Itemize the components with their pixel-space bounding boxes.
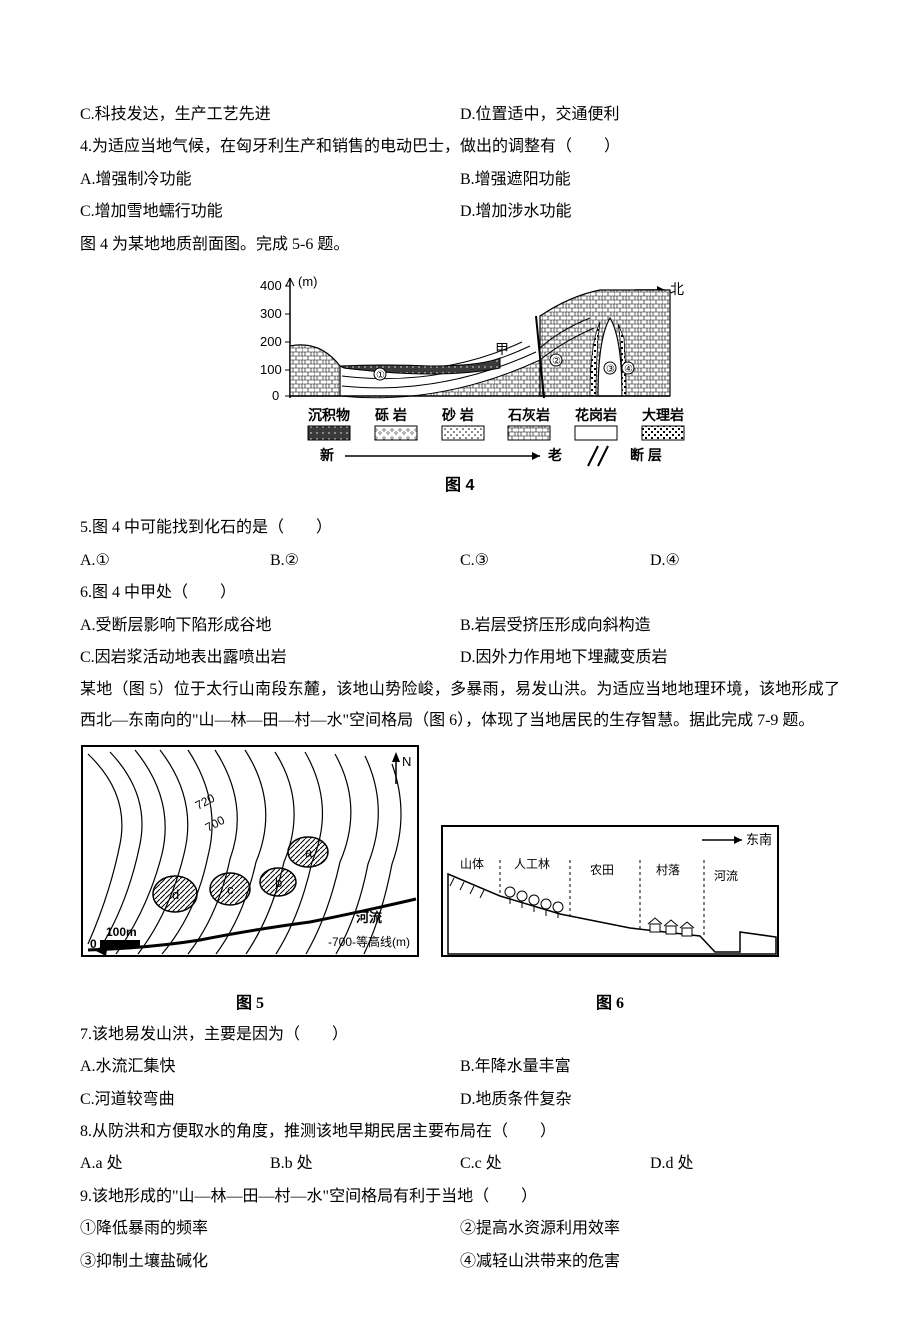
figure-6-svg: 东南: [440, 824, 780, 974]
q7-options-cd: C.河道较弯曲 D.地质条件复杂: [80, 1085, 840, 1115]
q3-opt-c: C.科技发达，生产工艺先进: [80, 100, 460, 130]
q5-opt-b: B.②: [270, 546, 460, 576]
fig4-tick-400: 400: [260, 278, 282, 293]
fig4-lg-limestone: 石灰岩: [507, 407, 550, 423]
fig5-scale: 100m: [106, 925, 137, 939]
fig4-circ-3: ③: [606, 364, 615, 375]
q9-i4: ④减轻山洪带来的危害: [460, 1247, 840, 1277]
q8-opt-b: B.b 处: [270, 1149, 460, 1179]
q6-options-ab: A.受断层影响下陷形成谷地 B.岩层受挤压形成向斜构造: [80, 611, 840, 641]
fig4-circ-4: ④: [624, 364, 633, 375]
fig5-pt-d: d: [172, 887, 179, 902]
q9-i3: ③抑制土壤盐碱化: [80, 1247, 460, 1277]
q6-opt-a: A.受断层影响下陷形成谷地: [80, 611, 460, 641]
q5-opt-a: A.①: [80, 546, 270, 576]
fig5-pt-a: a: [305, 845, 313, 860]
q7-options-ab: A.水流汇集快 B.年降水量丰富: [80, 1052, 840, 1082]
q5-options: A.① B.② C.③ D.④: [80, 546, 840, 576]
q5-opt-c: C.③: [460, 546, 650, 576]
fig4-north: 北: [670, 281, 684, 297]
q4-opt-c: C.增加雪地蠕行功能: [80, 197, 460, 227]
q4-opt-b: B.增强遮阳功能: [460, 165, 840, 195]
q9-i2: ②提高水资源利用效率: [460, 1214, 840, 1244]
fig6-caption: 图 6: [440, 989, 780, 1019]
q6-opt-d: D.因外力作用地下埋藏变质岩: [460, 643, 840, 673]
figure-6: 东南: [440, 824, 780, 1020]
fig6-l5: 河流: [714, 869, 738, 883]
fig4-y-unit: (m): [298, 274, 318, 289]
q9-stem: 9.该地形成的"山—林—田—村—水"空间格局有利于当地（ ）: [80, 1182, 840, 1212]
q7-opt-c: C.河道较弯曲: [80, 1085, 460, 1115]
fig4-fault: 断 层: [630, 447, 662, 463]
q4-options-cd: C.增加雪地蠕行功能 D.增加涉水功能: [80, 197, 840, 227]
passage-5-6: 图 4 为某地地质剖面图。完成 5-6 题。: [80, 230, 840, 260]
q4-options-ab: A.增强制冷功能 B.增强遮阳功能: [80, 165, 840, 195]
figure-5: N 720 700: [80, 744, 420, 1020]
fig5-north: N: [402, 754, 411, 769]
fig4-circ-1: ①: [376, 370, 385, 381]
q6-opt-b: B.岩层受挤压形成向斜构造: [460, 611, 840, 641]
q4-opt-a: A.增强制冷功能: [80, 165, 460, 195]
q7-opt-b: B.年降水量丰富: [460, 1052, 840, 1082]
q3-opt-d: D.位置适中，交通便利: [460, 100, 840, 130]
figures-5-6: N 720 700: [80, 744, 840, 1020]
fig5-scale-0: 0: [90, 937, 97, 951]
fig5-pt-c: c: [227, 882, 234, 897]
fig4-old: 老: [548, 447, 562, 463]
q8-opt-a: A.a 处: [80, 1149, 270, 1179]
fig4-new: 新: [320, 447, 334, 463]
fig4-tick-100: 100: [260, 362, 282, 377]
fig6-l4: 村落: [656, 863, 680, 877]
fig5-pt-b: b: [275, 875, 282, 890]
figure-4: (m) 400 300 200 100 0 北: [80, 268, 840, 509]
fig4-tick-300: 300: [260, 306, 282, 321]
q5-stem: 5.图 4 中可能找到化石的是（ ）: [80, 513, 840, 543]
q7-opt-d: D.地质条件复杂: [460, 1085, 840, 1115]
fig4-circ-2: ②: [552, 356, 561, 367]
fig4-lg-granite: 花岗岩: [575, 407, 617, 423]
figure-4-svg: (m) 400 300 200 100 0 北: [230, 268, 690, 498]
q4-opt-d: D.增加涉水功能: [460, 197, 840, 227]
fig4-jia-label: 甲: [495, 341, 509, 357]
figure-5-svg: N 720 700: [80, 744, 420, 974]
fig6-l3: 农田: [590, 863, 614, 877]
q9-items-34: ③抑制土壤盐碱化 ④减轻山洪带来的危害: [80, 1247, 840, 1277]
fig4-legend: 沉积物 砾 岩 砂 岩 石灰岩 花岗岩 大理岩 新 老 断 层: [308, 407, 684, 466]
q8-options: A.a 处 B.b 处 C.c 处 D.d 处: [80, 1149, 840, 1179]
fig4-caption: 图 4: [445, 476, 474, 494]
fig6-l1: 山体: [460, 857, 484, 871]
fig5-contour-legend: -700-等高线(m): [328, 934, 410, 949]
q9-items-12: ①降低暴雨的频率 ②提高水资源利用效率: [80, 1214, 840, 1244]
q6-options-cd: C.因岩浆活动地表出露喷出岩 D.因外力作用地下埋藏变质岩: [80, 643, 840, 673]
fig4-tick-0: 0: [272, 388, 279, 403]
fig6-l2: 人工林: [514, 857, 550, 871]
fig4-lg-marble: 大理岩: [642, 407, 684, 423]
q8-opt-d: D.d 处: [650, 1149, 840, 1179]
fig4-lg-sand: 砂 岩: [441, 407, 474, 423]
q7-stem: 7.该地易发山洪，主要是因为（ ）: [80, 1020, 840, 1050]
fig6-se: 东南: [746, 832, 772, 847]
q8-opt-c: C.c 处: [460, 1149, 650, 1179]
q7-opt-a: A.水流汇集快: [80, 1052, 460, 1082]
fig4-lg-gravel: 砾 岩: [375, 407, 407, 423]
fig5-caption: 图 5: [80, 989, 420, 1019]
q8-stem: 8.从防洪和方便取水的角度，推测该地早期民居主要布局在（ ）: [80, 1117, 840, 1147]
fig4-lg-sediment: 沉积物: [308, 407, 350, 423]
q3-options-cd: C.科技发达，生产工艺先进 D.位置适中，交通便利: [80, 100, 840, 130]
passage-7-9: 某地（图 5）位于太行山南段东麓，该地山势险峻，多暴雨，易发山洪。为适应当地地理…: [80, 675, 840, 736]
fig5-river: 河流: [356, 910, 382, 925]
q6-stem: 6.图 4 中甲处（ ）: [80, 578, 840, 608]
fig4-tick-200: 200: [260, 334, 282, 349]
q9-i1: ①降低暴雨的频率: [80, 1214, 460, 1244]
q5-opt-d: D.④: [650, 546, 840, 576]
q6-opt-c: C.因岩浆活动地表出露喷出岩: [80, 643, 460, 673]
q4-stem: 4.为适应当地气候，在匈牙利生产和销售的电动巴士，做出的调整有（ ）: [80, 132, 840, 162]
